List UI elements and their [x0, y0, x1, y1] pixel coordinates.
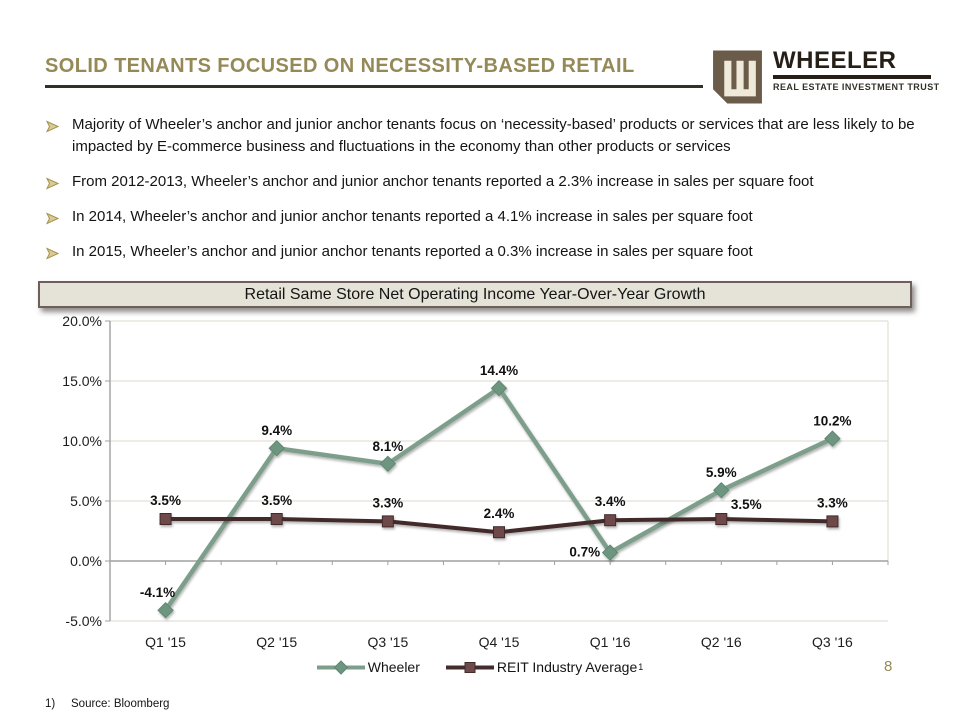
svg-text:8.1%: 8.1% [372, 439, 403, 454]
footnote: 1) Source: Bloomberg [45, 698, 169, 710]
svg-text:0.0%: 0.0% [70, 553, 102, 569]
arrow-bullet-icon [45, 175, 60, 197]
svg-text:3.5%: 3.5% [731, 497, 762, 512]
legend-item-reit: REIT Industry Average 1 [445, 659, 644, 675]
svg-text:3.3%: 3.3% [817, 495, 848, 510]
svg-text:10.2%: 10.2% [813, 414, 851, 429]
svg-text:-4.1%: -4.1% [140, 585, 175, 600]
svg-text:Q1 '16: Q1 '16 [590, 634, 631, 650]
svg-text:5.0%: 5.0% [70, 493, 102, 509]
legend-footnote-ref: 1 [638, 662, 644, 672]
bullet-text: Majority of Wheeler’s anchor and junior … [72, 116, 915, 155]
bullet-item: From 2012-2013, Wheeler’s anchor and jun… [45, 171, 925, 193]
page-number: 8 [884, 658, 893, 675]
arrow-bullet-icon [45, 118, 60, 140]
bullet-list: Majority of Wheeler’s anchor and junior … [45, 114, 925, 276]
chart-title: Retail Same Store Net Operating Income Y… [38, 281, 912, 308]
bullet-item: Majority of Wheeler’s anchor and junior … [45, 114, 925, 158]
logo-brand-name: WHEELER [773, 47, 897, 74]
legend-label: REIT Industry Average [496, 659, 638, 675]
chart-legend: Wheeler REIT Industry Average 1 [38, 659, 922, 675]
svg-text:0.7%: 0.7% [569, 545, 600, 560]
bullet-text: In 2014, Wheeler’s anchor and junior anc… [72, 208, 753, 225]
wheeler-logo: WHEELER REAL ESTATE INVESTMENT TRUST [710, 47, 940, 106]
wheeler-logo-mark-icon [710, 48, 765, 106]
logo-divider [773, 75, 931, 79]
bullet-text: From 2012-2013, Wheeler’s anchor and jun… [72, 173, 814, 190]
bullet-item: In 2014, Wheeler’s anchor and junior anc… [45, 206, 925, 228]
svg-text:3.5%: 3.5% [150, 493, 181, 508]
svg-text:3.4%: 3.4% [595, 494, 626, 509]
svg-text:Q2 '16: Q2 '16 [701, 634, 742, 650]
svg-text:5.9%: 5.9% [706, 465, 737, 480]
legend-label: Wheeler [367, 659, 420, 675]
wheeler-logo-text: WHEELER REAL ESTATE INVESTMENT TRUST [773, 47, 940, 92]
bullet-item: In 2015, Wheeler’s anchor and junior anc… [45, 241, 925, 263]
svg-text:Q1 '15: Q1 '15 [145, 634, 186, 650]
svg-text:14.4%: 14.4% [480, 363, 518, 378]
footnote-marker: 1) [45, 698, 56, 710]
chart-plot-area: 20.0% 15.0% 10.0% 5.0% 0.0% -5.0% Q1 '15 Q2 '15… [62, 313, 889, 650]
svg-text:Q3 '16: Q3 '16 [812, 634, 853, 650]
footnote-text: Source: Bloomberg [71, 698, 170, 710]
svg-text:3.3%: 3.3% [372, 495, 403, 510]
bullet-text: In 2015, Wheeler’s anchor and junior anc… [72, 243, 753, 260]
svg-text:10.0%: 10.0% [62, 433, 102, 449]
svg-text:9.4%: 9.4% [261, 423, 292, 438]
line-chart: 20.0% 15.0% 10.0% 5.0% 0.0% -5.0% Q1 '15 Q2 '15… [38, 313, 922, 688]
logo-tagline: REAL ESTATE INVESTMENT TRUST [773, 82, 940, 92]
legend-item-wheeler: Wheeler [316, 659, 420, 675]
title-underline [45, 85, 703, 88]
wheeler-series-swatch-icon [316, 659, 365, 675]
svg-text:3.5%: 3.5% [261, 493, 292, 508]
svg-text:Q2 '15: Q2 '15 [256, 634, 297, 650]
svg-text:Q4 '15: Q4 '15 [479, 634, 520, 650]
page-title: SOLID TENANTS FOCUSED ON NECESSITY-BASED… [45, 55, 635, 77]
arrow-bullet-icon [45, 210, 60, 232]
svg-text:20.0%: 20.0% [62, 313, 102, 329]
svg-text:Q3 '15: Q3 '15 [367, 634, 408, 650]
svg-text:2.4%: 2.4% [484, 506, 515, 521]
svg-text:15.0%: 15.0% [62, 373, 102, 389]
reit-series-swatch-icon [445, 661, 494, 673]
arrow-bullet-icon [45, 245, 60, 267]
svg-text:-5.0%: -5.0% [65, 613, 102, 629]
